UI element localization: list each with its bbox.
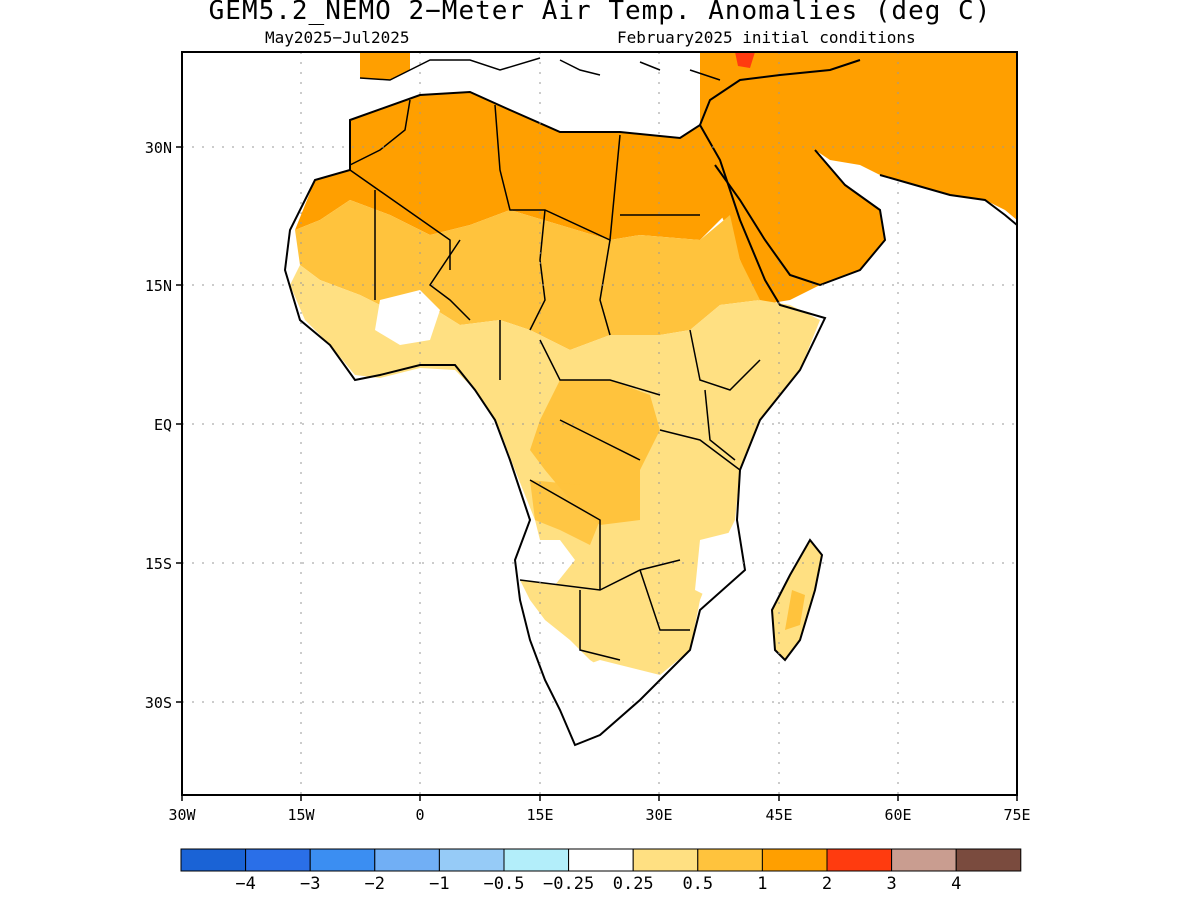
anomaly-light-orange-sahel <box>295 200 760 350</box>
madagascar-pocket <box>785 590 805 630</box>
lon-label: 15W <box>287 806 315 824</box>
legend-label: 0.5 <box>682 874 713 894</box>
legend-label: 1 <box>757 874 767 894</box>
neutral-angola <box>520 540 575 585</box>
legend-swatch <box>697 848 763 872</box>
iberia-strip <box>360 52 410 80</box>
legend-swatch <box>245 848 311 872</box>
lon-label: 0 <box>415 806 424 824</box>
legend-swatch <box>374 848 440 872</box>
lon-label: 30W <box>168 806 196 824</box>
lon-label: 45E <box>765 806 792 824</box>
lat-label: EQ <box>154 416 172 434</box>
lon-label: 15E <box>526 806 553 824</box>
legend-label: 4 <box>951 874 961 894</box>
legend-swatch <box>503 848 570 872</box>
lat-label: 15N <box>145 277 172 295</box>
legend-swatch <box>632 848 699 872</box>
legend-swatch <box>891 848 957 872</box>
turkey-hotspot <box>735 52 755 68</box>
axis-ticks <box>176 146 1018 801</box>
color-legend: −4 −3 −2 −1 −0.5 −0.25 0.25 0.5 1 2 3 4 <box>180 848 1022 894</box>
country-borders <box>349 99 761 661</box>
legend-label: −0.5 <box>484 874 525 894</box>
legend-swatch <box>568 848 634 872</box>
legend-label: −2 <box>365 874 385 894</box>
legend-swatch <box>826 848 893 872</box>
graticule <box>182 52 1017 795</box>
africa-coastline <box>283 90 827 747</box>
legend-label: 3 <box>886 874 896 894</box>
neutral-west-africa <box>375 290 440 345</box>
legend-swatch <box>438 848 505 872</box>
lon-label: 60E <box>884 806 911 824</box>
legend-label: −3 <box>300 874 320 894</box>
anomaly-angola-pocket <box>530 480 600 545</box>
init-conditions: February2025 initial conditions <box>617 28 916 47</box>
legend-label: −1 <box>429 874 449 894</box>
legend-label: 2 <box>822 874 832 894</box>
middle-east-landmass <box>700 52 1017 305</box>
lon-label: 75E <box>1003 806 1030 824</box>
legend-swatch <box>180 848 247 872</box>
map-area <box>182 52 1017 795</box>
legend-label: −0.25 <box>543 874 594 894</box>
lat-label: 30N <box>145 139 172 157</box>
neutral-mozambique <box>695 530 745 600</box>
middle-east-coastline <box>699 59 1017 287</box>
legend-swatch <box>309 848 376 872</box>
valid-period: May2025−Jul2025 <box>265 28 410 47</box>
anomaly-orange-sahara <box>295 92 730 240</box>
legend-label: −4 <box>235 874 255 894</box>
europe-coastline <box>359 57 721 81</box>
map-title: GEM5.2_NEMO 2−Meter Air Temp. Anomalies … <box>208 0 992 26</box>
lon-label: 30E <box>645 806 672 824</box>
lat-label: 30S <box>145 694 172 712</box>
legend-swatch <box>955 848 1022 872</box>
legend-swatch <box>761 848 828 872</box>
lat-label: 15S <box>145 555 172 573</box>
legend-label: 0.25 <box>613 874 654 894</box>
